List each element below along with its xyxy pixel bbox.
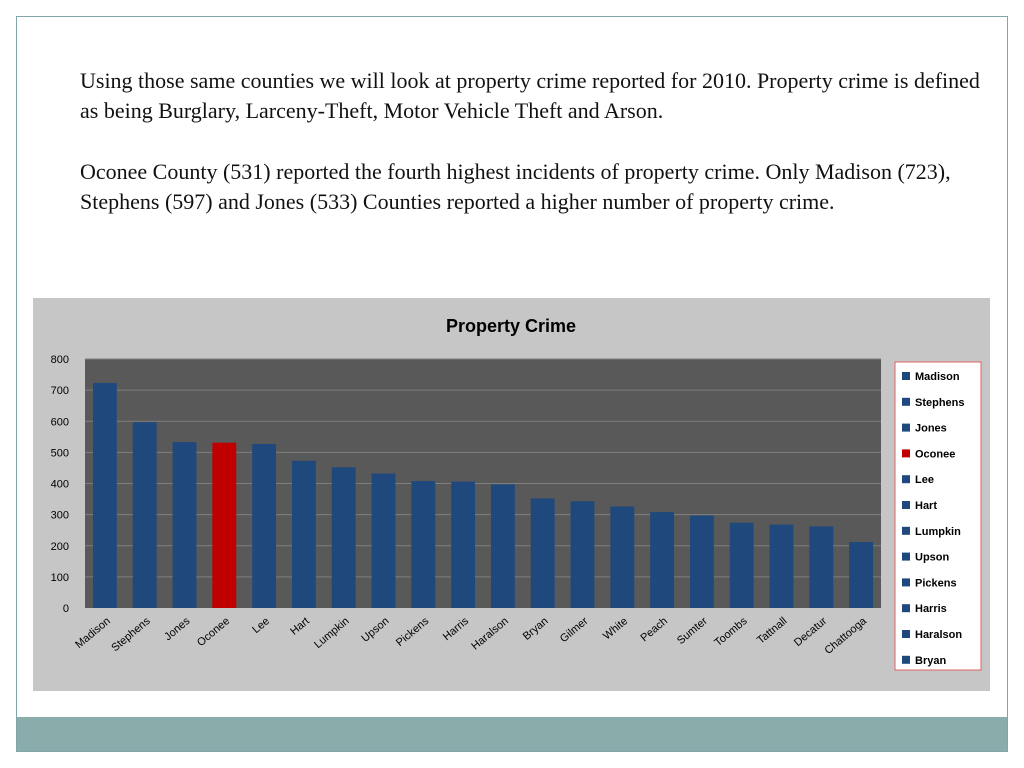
bar-gilmer: [570, 501, 595, 608]
y-tick-label: 600: [51, 416, 69, 428]
y-axis-ticks: 0 100 200 300 400 500 600 700 800: [51, 354, 69, 615]
legend-swatch: [902, 449, 910, 458]
bar-peach: [650, 512, 675, 608]
bar-sumter: [689, 515, 714, 608]
y-tick-label: 700: [51, 385, 69, 397]
x-tick-label: Sumter: [675, 615, 710, 647]
bar-jones: [172, 442, 197, 608]
bars: [92, 382, 874, 608]
x-tick-label: Pickens: [394, 615, 432, 649]
y-tick-label: 500: [51, 447, 69, 459]
x-tick-label: Oconee: [195, 615, 232, 649]
property-crime-chart: Property Crime 0 100 200 300 400 500 600 700 800…: [51, 316, 982, 671]
bar-toombs: [729, 522, 754, 608]
bar-stephens: [132, 422, 157, 608]
legend-label: Haralson: [915, 629, 962, 641]
y-tick-label: 100: [51, 572, 69, 584]
x-tick-label: Lumpkin: [312, 615, 352, 651]
x-tick-label: Lee: [250, 615, 272, 636]
legend-label: Hart: [915, 500, 937, 512]
legend-label: Madison: [915, 371, 960, 383]
chart-title: Property Crime: [446, 316, 576, 336]
bar-hart: [291, 460, 316, 608]
legend-label: Lumpkin: [915, 526, 961, 538]
legend-label: Harris: [915, 603, 947, 615]
legend: Madison Stephens Jones Oconee Lee Hart Lumpkin…: [902, 371, 965, 667]
legend-swatch: [902, 397, 910, 406]
body-text: Using those same counties we will look a…: [80, 66, 980, 217]
x-tick-label: Peach: [638, 615, 670, 644]
bar-lee: [252, 443, 277, 608]
bar-upson: [371, 473, 396, 608]
legend-swatch: [902, 578, 910, 587]
x-tick-label: Harris: [441, 615, 472, 643]
legend-swatch: [902, 655, 910, 664]
bar-oconee: [212, 442, 237, 608]
x-tick-label: Upson: [359, 615, 391, 645]
bar-tattnall: [769, 524, 794, 608]
legend-label: Lee: [915, 474, 934, 486]
legend-box: [894, 361, 982, 671]
legend-swatch: [902, 372, 910, 380]
legend-swatch: [902, 423, 910, 432]
legend-swatch: [902, 526, 910, 535]
legend-swatch: [902, 604, 910, 613]
legend-label: Pickens: [915, 577, 957, 589]
paragraph-intro: Using those same counties we will look a…: [80, 68, 980, 123]
bar-pickens: [411, 481, 436, 608]
x-tick-label: Tattnall: [755, 615, 789, 647]
paragraph-oconee: Oconee County (531) reported the fourth …: [80, 159, 951, 214]
legend-swatch: [902, 501, 910, 509]
x-tick-label: Stephens: [109, 615, 153, 654]
y-tick-label: 200: [51, 541, 69, 553]
bar-madison: [92, 382, 117, 608]
x-tick-label: Gilmer: [558, 615, 591, 645]
y-tick-label: 0: [63, 603, 69, 615]
x-tick-label: Chattooga: [822, 615, 869, 657]
legend-label: Oconee: [915, 448, 955, 460]
x-tick-label: Jones: [162, 615, 193, 643]
chart-panel: Property Crime 0 100 200 300 400 500 600 700 800…: [33, 298, 990, 691]
bar-harris: [451, 481, 476, 608]
legend-label: Stephens: [915, 397, 965, 409]
x-tick-label: Decatur: [792, 615, 829, 649]
x-tick-label: Bryan: [521, 615, 551, 643]
legend-swatch: [902, 475, 910, 484]
bar-chattooga: [849, 542, 874, 608]
x-tick-label: Hart: [288, 615, 312, 638]
x-tick-label: White: [601, 615, 630, 642]
bar-haralson: [490, 484, 515, 608]
legend-label: Upson: [915, 552, 950, 564]
bar-lumpkin: [331, 467, 356, 608]
legend-swatch: [902, 630, 910, 638]
y-tick-label: 800: [51, 354, 69, 366]
slide-border: [16, 16, 1008, 752]
bar-bryan: [530, 498, 555, 608]
y-tick-label: 300: [51, 510, 69, 522]
x-tick-label: Haralson: [469, 615, 510, 652]
x-tick-label: Madison: [73, 615, 113, 651]
x-tick-label: Toombs: [712, 615, 750, 649]
legend-label: Jones: [915, 423, 947, 435]
bar-decatur: [809, 526, 834, 608]
legend-swatch: [902, 552, 910, 561]
y-tick-label: 400: [51, 479, 69, 491]
legend-label: Bryan: [915, 655, 946, 667]
footer-band: [17, 717, 1007, 751]
bar-white: [610, 506, 635, 608]
